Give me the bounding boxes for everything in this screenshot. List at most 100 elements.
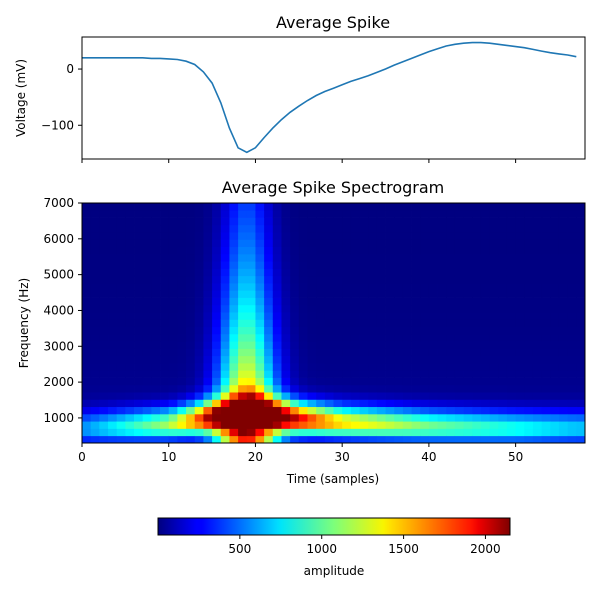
spectrogram-cell — [255, 239, 265, 248]
spectrogram-axes-frame — [81, 202, 586, 444]
spectrogram-cell — [333, 304, 343, 313]
spectrogram-cell — [333, 210, 343, 218]
spectrogram-cell — [550, 275, 560, 284]
spectrogram-cell — [437, 406, 447, 415]
spectrogram-cell — [212, 283, 222, 291]
spectrogram-cell — [532, 384, 543, 393]
spectrogram-cell — [82, 210, 92, 218]
spectrogram-cell — [246, 283, 256, 291]
spectrogram-cell — [229, 355, 239, 364]
spectrogram-cell — [550, 435, 560, 444]
spectrogram-cell — [567, 304, 577, 313]
spectrogram-cell — [515, 275, 525, 284]
spectrogram-cell — [558, 333, 569, 342]
spectrogram-cell — [472, 355, 482, 364]
spectrogram-cell — [246, 341, 256, 349]
spectrogram-cell — [550, 304, 560, 313]
spectrogram-cell — [359, 341, 369, 349]
spectrogram-cell — [489, 268, 499, 277]
spectrogram-cell — [246, 384, 256, 393]
spectrogram-cell — [359, 210, 369, 218]
spectrogram-cell — [333, 370, 343, 378]
spectrogram-cell — [246, 217, 256, 226]
spectrogram-cell — [272, 319, 282, 328]
spectrogram-cell — [394, 246, 404, 255]
spectrogram-cell — [359, 283, 369, 291]
spectrogram-cell — [480, 341, 490, 349]
spectrogram-cell — [333, 333, 343, 342]
spectrogram-cell — [281, 399, 291, 408]
spectrogram-cell — [246, 290, 256, 298]
spectrogram-cell — [454, 333, 464, 342]
spectrogram-cell — [272, 297, 282, 306]
spectrogram-cell — [558, 421, 569, 429]
spectrogram-cell — [454, 428, 464, 437]
spectrogram-cell — [342, 392, 352, 400]
spectrogram-cell — [576, 413, 586, 422]
spectrogram-cell — [316, 283, 326, 291]
spectrogram-cell — [411, 413, 421, 422]
spectrogram-cell — [394, 217, 404, 226]
spectrogram-cell — [246, 319, 256, 328]
spectrogram-cell — [428, 290, 438, 298]
spectrogram-cell — [437, 326, 447, 335]
spectrogram-cell — [281, 312, 291, 320]
spectrogram-cell — [151, 275, 161, 284]
spectrogram-cell — [307, 261, 317, 269]
spectrogram-cell — [272, 268, 282, 277]
spectrogram-cell — [160, 370, 170, 378]
spectrogram-cell — [463, 392, 473, 400]
spectrogram-cell — [116, 355, 126, 364]
spectrogram-cell — [125, 341, 135, 349]
spectrogram-cell — [342, 421, 352, 429]
spectrogram-cell — [480, 283, 490, 291]
spectrogram-cell — [428, 428, 438, 437]
spectrogram-cell — [368, 413, 378, 422]
spectrogram-cell — [290, 246, 300, 255]
spectrogram-cell — [108, 421, 118, 429]
spectrogram-cell — [194, 363, 204, 371]
spectrogram-cell — [368, 239, 378, 248]
spectrogram-cell — [142, 428, 152, 437]
spectrogram-cell — [108, 363, 118, 371]
spectrogram-cell — [82, 283, 92, 291]
spectrogram-cell — [532, 319, 543, 328]
spectrogram-cell — [446, 304, 456, 313]
spectrogram-cell — [194, 341, 204, 349]
spectrogram-cell — [255, 413, 265, 422]
spectrogram-cell — [402, 392, 412, 400]
spectrogram-cell — [550, 348, 560, 357]
spectrogram-cell — [428, 268, 438, 277]
spectrogram-cell — [108, 232, 118, 240]
spectrogram-cell — [576, 392, 586, 400]
spectrogram-cell — [541, 232, 551, 240]
spectrogram-cell — [116, 203, 126, 211]
spectrogram-cell — [428, 363, 438, 371]
spectrogram-cell — [255, 275, 265, 284]
spectrogram-cell — [359, 384, 369, 393]
spectrogram-cell — [264, 406, 274, 415]
spectrogram-cell — [151, 312, 161, 320]
spectrogram-cell — [402, 246, 412, 255]
spectrogram-cell — [498, 363, 508, 371]
spectrogram-cell — [446, 283, 456, 291]
spectrogram-cell — [177, 290, 187, 298]
spectrogram-cell — [125, 224, 135, 233]
spectrogram-cell — [342, 377, 352, 386]
spectrogram-cell — [186, 341, 196, 349]
spectrogram-cell — [203, 297, 213, 306]
spectrogram-cell — [246, 333, 256, 342]
spectrogram-cell — [160, 312, 170, 320]
spectrogram-cell — [203, 392, 213, 400]
spectrogram-cell — [567, 312, 577, 320]
spectrogram-cell — [472, 297, 482, 306]
spectrogram-cell — [281, 326, 291, 335]
spectrogram-cell — [324, 283, 334, 291]
spectrogram-cell — [541, 435, 551, 444]
spectrogram-cell — [463, 232, 473, 240]
spectrogram-cell — [108, 290, 118, 298]
spectrogram-cell — [229, 275, 239, 284]
spectrogram-cell — [454, 232, 464, 240]
spectrogram-cell — [229, 399, 239, 408]
spectrogram-cell — [238, 370, 248, 378]
